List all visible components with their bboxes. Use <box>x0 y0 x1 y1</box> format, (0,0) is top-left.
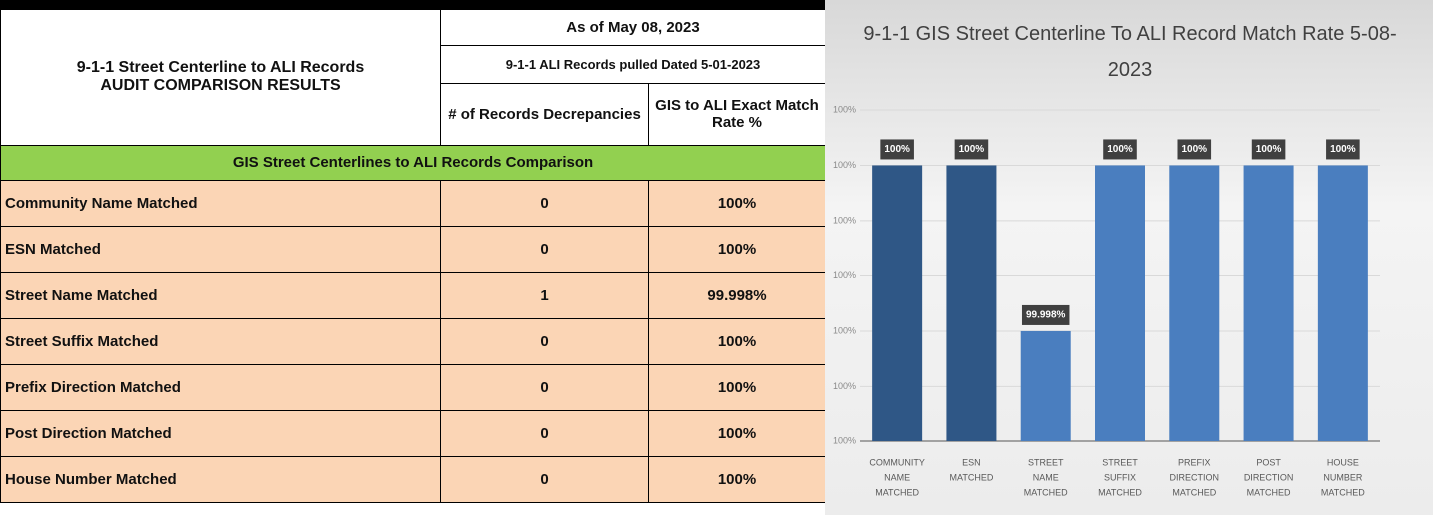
column-header: GIS to ALI Exact Match Rate % <box>648 82 826 146</box>
value-label: 100% <box>1256 144 1282 155</box>
section-header: GIS Street Centerlines to ALI Records Co… <box>0 144 826 181</box>
cell: 0 <box>440 409 649 457</box>
cell: 100% <box>648 317 826 365</box>
title-line: AUDIT COMPARISON RESULTS <box>100 77 341 95</box>
y-tick-label: 100% <box>833 381 856 391</box>
row-label: ESN Matched <box>0 225 441 273</box>
x-tick-label: ESN <box>962 457 981 467</box>
x-tick-label: COMMUNITY <box>869 457 925 467</box>
value-label: 99.998% <box>1026 310 1066 321</box>
x-tick-label: STREET <box>1102 457 1138 467</box>
bar <box>946 165 997 441</box>
audit-table: 9-1-1 Street Centerline to ALI Records A… <box>0 0 826 503</box>
y-tick-label: 100% <box>833 325 856 335</box>
x-tick-label: PREFIX <box>1178 457 1211 467</box>
value-label-box <box>1177 139 1212 160</box>
chart-panel: 9-1-1 GIS Street Centerline To ALI Recor… <box>825 0 1433 515</box>
y-tick-label: 100% <box>833 104 856 114</box>
value-label: 100% <box>1330 144 1356 155</box>
bar <box>1169 165 1220 441</box>
x-tick-label: HOUSE <box>1327 457 1359 467</box>
bar <box>1243 165 1294 441</box>
value-label: 100% <box>1181 144 1207 155</box>
x-tick-label: POST <box>1256 457 1281 467</box>
row-label: Community Name Matched <box>0 179 441 227</box>
table-row: Street Suffix Matched 0 100% <box>0 317 826 365</box>
x-tick-label: MATCHED <box>1321 487 1365 497</box>
value-label-box <box>1021 304 1070 325</box>
x-tick-label: DIRECTION <box>1244 472 1294 482</box>
row-label: Street Suffix Matched <box>0 317 441 365</box>
chart-title: 9-1-1 GIS Street Centerline To ALI Recor… <box>863 23 1397 81</box>
as-of: As of May 08, 2023 <box>440 4 826 46</box>
y-tick-label: 100% <box>833 215 856 225</box>
table-title: 9-1-1 Street Centerline to ALI Records A… <box>0 4 441 146</box>
table-row: Post Direction Matched 0 100% <box>0 409 826 457</box>
bar <box>1020 330 1071 441</box>
cell: 100% <box>648 409 826 457</box>
value-label-box <box>1326 139 1360 160</box>
table-row: ESN Matched 0 100% <box>0 225 826 273</box>
title-line: 9-1-1 Street Centerline to ALI Records <box>76 59 365 77</box>
row-label: House Number Matched <box>0 455 441 503</box>
table-row: Prefix Direction Matched 0 100% <box>0 363 826 411</box>
table-row: Street Name Matched 1 99.998% <box>0 271 826 319</box>
value-label-box <box>880 139 914 160</box>
cell: 100% <box>648 455 826 503</box>
x-tick-label: MATCHED <box>1024 487 1068 497</box>
cell: 100% <box>648 179 826 227</box>
pulled: 9-1-1 ALI Records pulled Dated 5-01-2023 <box>440 44 826 84</box>
bar <box>1095 165 1145 441</box>
row-label: Post Direction Matched <box>0 409 441 457</box>
x-tick-label: NAME <box>1033 472 1059 482</box>
x-tick-label: MATCHED <box>875 487 919 497</box>
value-label-box <box>1251 139 1286 160</box>
cell: 0 <box>440 225 649 273</box>
value-label-box <box>954 139 989 160</box>
value-label: 100% <box>1107 144 1133 155</box>
y-tick-label: 100% <box>833 160 856 170</box>
column-header: # of Records Decrepancies <box>440 82 649 146</box>
x-tick-label: DIRECTION <box>1170 472 1220 482</box>
x-tick-label: MATCHED <box>1098 487 1142 497</box>
cell: 99.998% <box>648 271 826 319</box>
x-tick-label: STREET <box>1028 457 1064 467</box>
x-tick-label: NUMBER <box>1323 472 1363 482</box>
cell: 0 <box>440 455 649 503</box>
cell: 0 <box>440 363 649 411</box>
row-label: Prefix Direction Matched <box>0 363 441 411</box>
row-label: Street Name Matched <box>0 271 441 319</box>
table-row: Community Name Matched 0 100% <box>0 179 826 227</box>
cell: 0 <box>440 179 649 227</box>
chart: 100% 100% 100% 100% 100% 100% 100% COMMUNITY NAM… <box>833 104 1380 497</box>
bar <box>1317 165 1368 441</box>
cell: 0 <box>440 317 649 365</box>
x-tick-label: SUFFIX <box>1104 472 1136 482</box>
value-label: 100% <box>884 144 910 155</box>
cell: 100% <box>648 363 826 411</box>
cell: 100% <box>648 225 826 273</box>
table-row: House Number Matched 0 100% <box>0 455 826 503</box>
x-tick-label: MATCHED <box>1172 487 1216 497</box>
x-tick-label: MATCHED <box>1247 487 1291 497</box>
bar <box>872 165 923 441</box>
y-tick-label: 100% <box>833 435 856 445</box>
value-label-box <box>1103 139 1137 160</box>
cell: 1 <box>440 271 649 319</box>
x-tick-label: NAME <box>884 472 910 482</box>
value-label: 100% <box>959 144 985 155</box>
x-tick-label: MATCHED <box>950 472 994 482</box>
y-tick-label: 100% <box>833 270 856 280</box>
